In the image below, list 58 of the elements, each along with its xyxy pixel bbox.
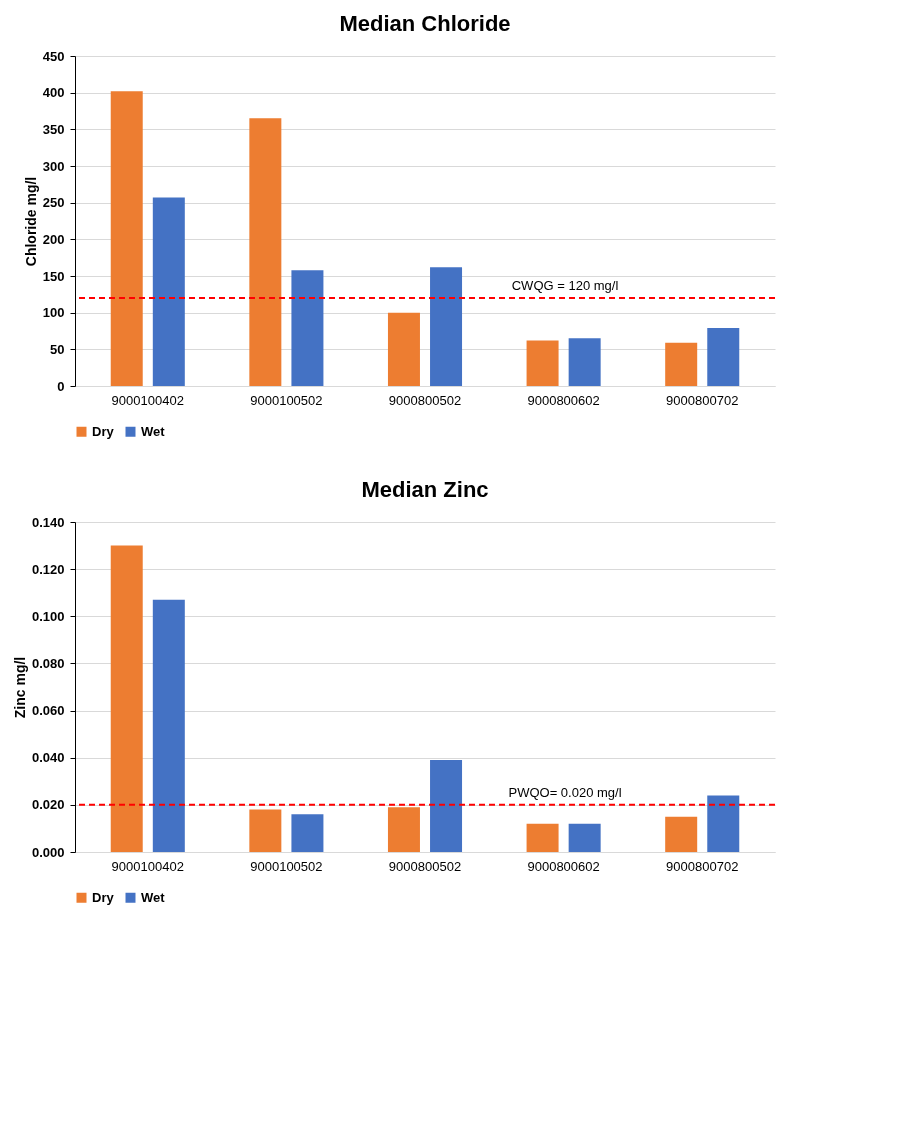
- bar: [707, 328, 740, 386]
- y-tick-label: 100: [42, 305, 65, 321]
- y-tick-label: 0.040: [31, 750, 65, 766]
- y-tick-label: 0.000: [31, 844, 65, 860]
- legend-label: Dry: [92, 423, 115, 439]
- bar: [387, 807, 420, 852]
- y-tick-label: 350: [42, 121, 65, 137]
- bar: [430, 760, 463, 852]
- y-tick-label: 300: [42, 158, 65, 174]
- y-tick-label: 0.080: [31, 655, 65, 671]
- bar: [387, 312, 420, 386]
- y-axis-title: Zinc mg/l: [11, 656, 28, 719]
- y-tick-label: 0.120: [31, 561, 65, 577]
- y-tick-label: 0.060: [31, 703, 65, 719]
- y-tick-label: 0: [57, 378, 65, 394]
- y-tick-label: 200: [42, 231, 65, 247]
- bar: [430, 267, 463, 386]
- x-tick-label: 9000800702: [666, 392, 739, 408]
- chart-title: Median Zinc: [361, 477, 489, 502]
- bar: [526, 823, 559, 852]
- x-tick-label: 9000100402: [111, 858, 184, 874]
- y-tick-label: 150: [42, 268, 65, 284]
- x-tick-label: 9000100502: [250, 858, 323, 874]
- y-axis-title: Chloride mg/l: [22, 176, 39, 267]
- bar: [707, 795, 740, 852]
- bar: [568, 823, 601, 852]
- y-tick-label: 250: [42, 195, 65, 211]
- ref-line-label: CWQG = 120 mg/l: [511, 278, 619, 293]
- bar: [152, 599, 185, 852]
- ref-line-label: PWQO= 0.020 mg/l: [508, 784, 622, 800]
- legend-label: Wet: [141, 889, 166, 905]
- x-tick-label: 9000100502: [250, 392, 323, 408]
- x-tick-label: 9000800702: [666, 858, 739, 874]
- y-tick-label: 0.020: [31, 797, 65, 813]
- y-tick-label: 400: [42, 85, 65, 101]
- legend-label: Dry: [92, 889, 115, 905]
- x-tick-label: 9000100402: [111, 392, 184, 408]
- bar: [665, 342, 698, 386]
- bar: [152, 197, 185, 386]
- legend-label: Wet: [141, 423, 166, 439]
- bar: [249, 809, 282, 852]
- y-tick-label: 0.100: [31, 608, 65, 624]
- bar: [110, 91, 143, 386]
- bar: [291, 814, 324, 852]
- x-tick-label: 9000800502: [388, 858, 462, 874]
- y-tick-label: 0.140: [31, 514, 65, 530]
- y-tick-label: 50: [50, 341, 65, 357]
- bar: [665, 816, 698, 852]
- x-tick-label: 9000800502: [388, 392, 462, 408]
- bar: [568, 338, 601, 386]
- bar: [110, 545, 143, 852]
- x-tick-label: 9000800602: [527, 392, 600, 408]
- bar: [291, 270, 324, 386]
- x-tick-label: 9000800602: [527, 858, 600, 874]
- bar: [249, 118, 282, 386]
- y-tick-label: 450: [42, 48, 65, 64]
- bar: [526, 340, 559, 386]
- chart-title: Median Chloride: [339, 11, 511, 36]
